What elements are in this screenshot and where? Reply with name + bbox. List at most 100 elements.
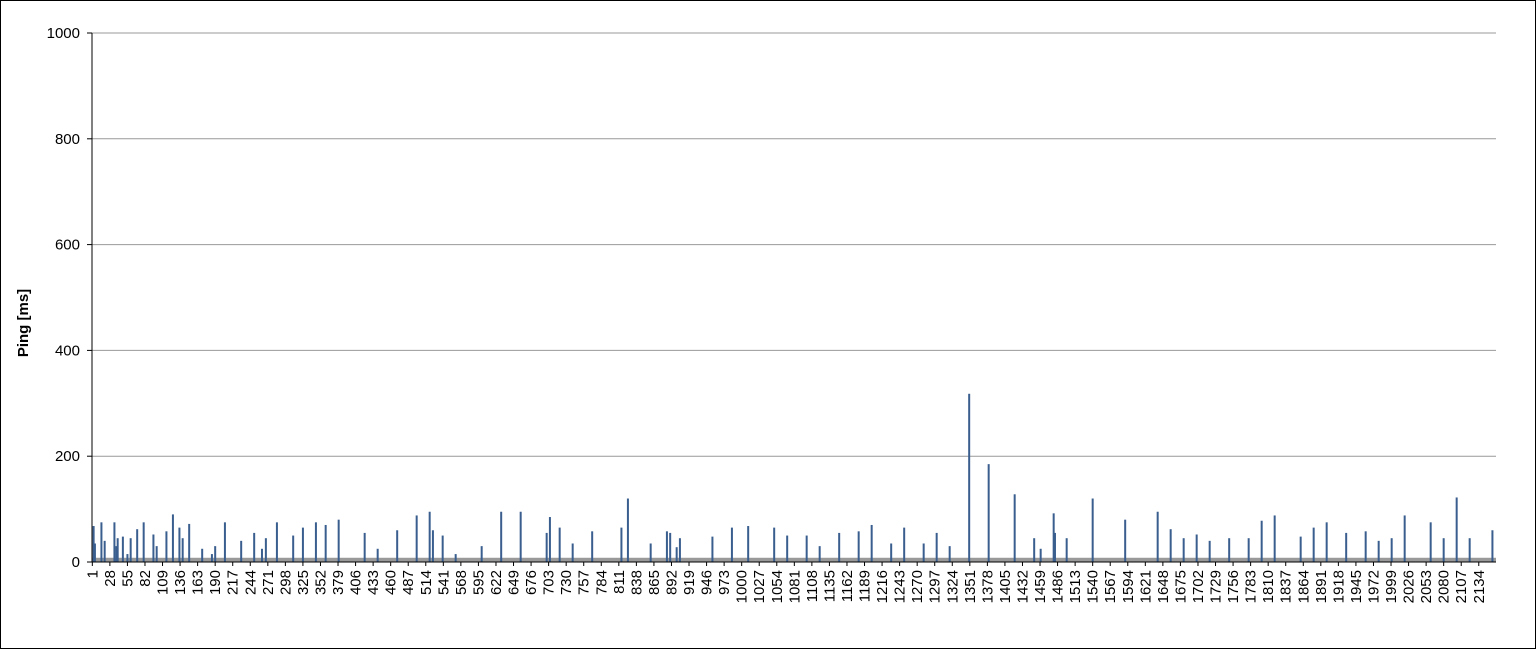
x-tick-label: 649 <box>506 570 523 595</box>
bar <box>396 530 399 562</box>
bar <box>188 523 191 562</box>
x-tick-label: 1567 <box>1102 570 1119 603</box>
bar <box>115 546 118 562</box>
x-tick-label: 622 <box>488 570 505 595</box>
bar <box>301 527 304 562</box>
x-tick-label: 1648 <box>1155 570 1172 603</box>
y-tick-label: 400 <box>55 342 80 359</box>
x-tick-label: 946 <box>699 570 716 595</box>
bar <box>1468 538 1471 562</box>
x-tick-label: 2026 <box>1401 570 1418 603</box>
x-tick-label: 82 <box>137 570 154 587</box>
bar <box>548 517 551 562</box>
bars <box>92 393 1496 562</box>
bar <box>669 532 672 562</box>
x-tick-label: 1999 <box>1383 570 1400 603</box>
x-tick-label: 1135 <box>821 570 838 602</box>
bar <box>337 519 340 562</box>
bar <box>441 535 444 562</box>
bar <box>93 543 96 562</box>
bar <box>171 514 174 562</box>
x-tick-labels: 1 28 55 82 109 136 163 190 217 244 271 298 325 352 379… <box>84 570 1487 603</box>
bar <box>1091 498 1094 562</box>
x-tick-label: 2134 <box>1471 570 1488 603</box>
gridlines <box>92 32 1496 457</box>
bar <box>103 540 106 562</box>
x-tick-label: 1486 <box>1050 570 1067 603</box>
bar <box>870 524 873 562</box>
bar <box>987 464 990 562</box>
bar <box>113 522 116 562</box>
bar <box>649 543 652 562</box>
bar <box>324 524 327 562</box>
axes <box>87 32 1496 566</box>
x-tick-label: 1000 <box>734 570 751 603</box>
bar <box>116 538 119 562</box>
bar <box>275 522 278 562</box>
x-tick-label: 1162 <box>839 570 856 602</box>
bar <box>454 554 457 562</box>
bar <box>1228 538 1231 562</box>
x-tick-label: 811 <box>611 570 628 594</box>
bar <box>152 534 155 562</box>
bar <box>240 540 243 562</box>
x-tick-label: 1945 <box>1348 570 1365 603</box>
x-tick-label: 1054 <box>769 570 786 603</box>
x-tick-label: 892 <box>663 570 680 595</box>
x-tick-label: 784 <box>593 570 610 595</box>
x-tick-label: 541 <box>435 570 452 595</box>
bar <box>838 532 841 562</box>
bar <box>558 527 561 562</box>
bar <box>142 522 145 562</box>
bar <box>1260 520 1263 562</box>
x-tick-label: 1243 <box>892 570 909 603</box>
bar <box>935 532 938 562</box>
x-tick-label: 271 <box>260 570 277 595</box>
bar <box>214 546 217 562</box>
bar <box>201 548 204 562</box>
bar <box>1053 532 1056 562</box>
bar <box>415 515 418 562</box>
x-tick-label: 1729 <box>1208 570 1225 603</box>
y-tick-label: 0 <box>72 554 80 571</box>
x-tick-label: 1081 <box>786 570 803 603</box>
x-tick-label: 865 <box>646 570 663 595</box>
x-tick-label: 1675 <box>1172 570 1189 603</box>
x-tick-label: 1432 <box>1014 570 1031 603</box>
bar <box>1325 522 1328 562</box>
baseline-band <box>92 557 1496 562</box>
x-tick-label: 379 <box>330 570 347 595</box>
bar <box>428 511 431 562</box>
x-tick-label: 676 <box>523 570 540 595</box>
bar <box>903 527 906 562</box>
bar <box>264 538 267 562</box>
bar <box>773 527 776 562</box>
bar <box>1299 536 1302 562</box>
x-tick-label: 1108 <box>804 570 821 602</box>
bar <box>711 536 714 562</box>
x-tick-label: 1297 <box>927 570 944 603</box>
bar <box>626 498 629 562</box>
x-tick-label: 1 <box>84 570 101 578</box>
bar <box>100 522 103 562</box>
bar <box>1390 538 1393 562</box>
x-tick-label: 757 <box>576 570 593 595</box>
x-tick-label: 2080 <box>1436 570 1453 603</box>
x-tick-label: 1216 <box>874 570 891 603</box>
bar <box>786 535 789 562</box>
x-tick-label: 1540 <box>1085 570 1102 603</box>
bar <box>620 527 623 562</box>
x-tick-label: 190 <box>207 570 224 595</box>
bar <box>1442 538 1445 562</box>
x-tick-label: 1918 <box>1330 570 1347 603</box>
bar <box>1013 494 1016 562</box>
x-tick-label: 433 <box>365 570 382 595</box>
bar <box>922 543 925 562</box>
x-tick-label: 352 <box>312 570 329 595</box>
x-tick-label: 1864 <box>1295 570 1312 603</box>
x-tick-label: 244 <box>242 570 259 595</box>
x-tick-label: 1189 <box>857 570 874 602</box>
x-tick-label: 1351 <box>962 570 979 603</box>
bar <box>1247 538 1250 562</box>
